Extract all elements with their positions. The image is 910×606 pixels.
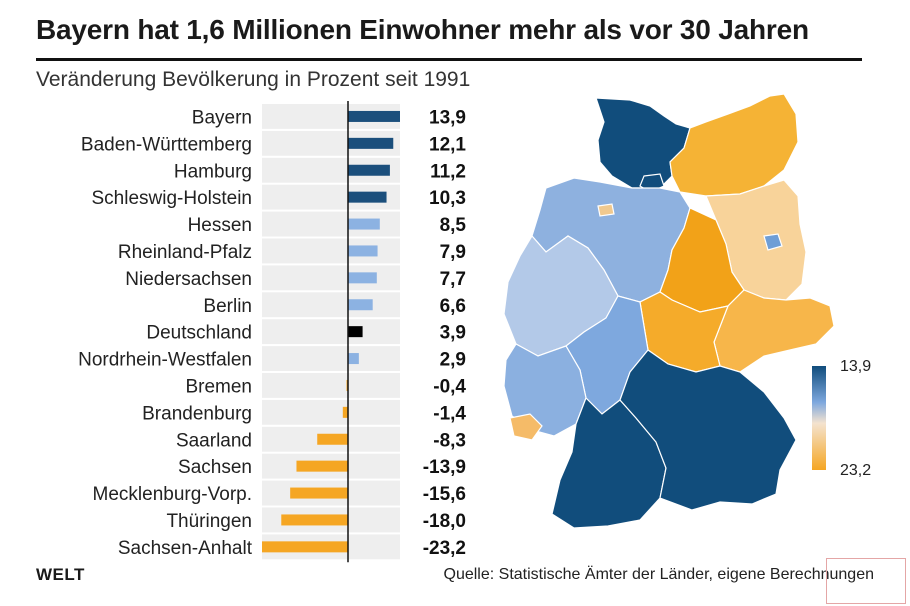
bar-5 xyxy=(348,245,378,257)
legend-max-label: 13,9 xyxy=(840,358,872,375)
bar-0 xyxy=(348,110,400,122)
value-label: -18,0 xyxy=(423,511,466,532)
value-label: 2,9 xyxy=(440,350,466,371)
bar-9 xyxy=(348,353,359,365)
title-rule xyxy=(36,58,862,61)
bar-1 xyxy=(348,137,394,149)
category-label: Sachsen-Anhalt xyxy=(118,538,253,559)
category-label: Bayern xyxy=(192,107,252,128)
value-label: -0,4 xyxy=(433,376,466,397)
germany-map xyxy=(503,93,835,529)
map-region-mecklenburg-vorpommern xyxy=(669,93,799,197)
value-label: -15,6 xyxy=(423,484,466,505)
bar-16 xyxy=(262,541,348,553)
map-region-rheinland-pfalz xyxy=(503,343,587,437)
map-region-bremen xyxy=(597,203,615,217)
bar-14 xyxy=(290,487,348,499)
bar-11 xyxy=(342,406,348,418)
bar-13 xyxy=(296,460,348,472)
bar-chart: Bayern 13,9 Baden-Württemberg 12,1 Hamburg 11… xyxy=(78,101,467,563)
category-label: Sachsen xyxy=(178,457,252,478)
chart-subtitle: Veränderung Bevölkerung in Prozent seit … xyxy=(36,68,471,91)
value-label: 11,2 xyxy=(430,161,466,182)
value-label: 7,7 xyxy=(440,269,466,290)
category-label: Nordrhein-Westfalen xyxy=(78,350,252,371)
category-label: Bremen xyxy=(185,376,252,397)
category-label: Schleswig-Holstein xyxy=(91,188,252,209)
category-label: Brandenburg xyxy=(142,403,252,424)
value-label: -23,2 xyxy=(423,538,466,559)
watermark-stamp xyxy=(826,558,906,604)
chart-title: Bayern hat 1,6 Millionen Einwohner mehr … xyxy=(36,14,809,45)
bar-3 xyxy=(348,191,387,203)
bar-track xyxy=(262,399,400,425)
welt-logo: WELT xyxy=(36,565,85,584)
value-label: 6,6 xyxy=(440,296,466,317)
value-label: 10,3 xyxy=(429,188,466,209)
value-label: -13,9 xyxy=(423,457,466,478)
category-label: Saarland xyxy=(176,430,252,451)
bar-7 xyxy=(348,299,373,311)
map-region-berlin xyxy=(763,233,783,251)
value-label: -1,4 xyxy=(433,403,466,424)
category-label: Baden-Württemberg xyxy=(81,134,252,155)
bar-15 xyxy=(281,514,348,526)
bar-track xyxy=(262,373,400,398)
bar-track xyxy=(262,319,400,345)
map-region-saarland xyxy=(509,413,543,441)
category-label: Deutschland xyxy=(146,323,252,344)
category-label: Hamburg xyxy=(174,161,252,182)
value-label: 7,9 xyxy=(440,242,466,263)
bar-8 xyxy=(348,326,363,338)
bar-track xyxy=(262,265,400,291)
bar-6 xyxy=(348,272,377,284)
value-label: 12,1 xyxy=(429,134,466,155)
color-scale-legend xyxy=(812,366,826,470)
category-label: Mecklenburg-Vorp. xyxy=(93,484,252,505)
value-label: -8,3 xyxy=(433,430,466,451)
value-label: 8,5 xyxy=(440,215,467,236)
category-label: Berlin xyxy=(203,296,252,317)
category-label: Hessen xyxy=(188,215,252,236)
value-label: 3,9 xyxy=(440,323,466,344)
bar-track xyxy=(262,292,400,318)
bar-track xyxy=(262,346,400,371)
map-region-bayern xyxy=(619,349,797,511)
category-label: Niedersachsen xyxy=(125,269,252,290)
bar-2 xyxy=(348,164,390,176)
category-label: Rheinland-Pfalz xyxy=(118,242,252,263)
legend-min-label: 23,2 xyxy=(840,462,872,479)
bar-4 xyxy=(348,218,380,230)
value-label: 13,9 xyxy=(429,107,466,128)
category-label: Thüringen xyxy=(166,511,252,532)
bar-12 xyxy=(317,433,348,445)
source-note: Quelle: Statistische Ämter der Länder, e… xyxy=(443,566,875,583)
bar-track xyxy=(262,238,400,264)
map-region-sachsen xyxy=(713,289,835,373)
